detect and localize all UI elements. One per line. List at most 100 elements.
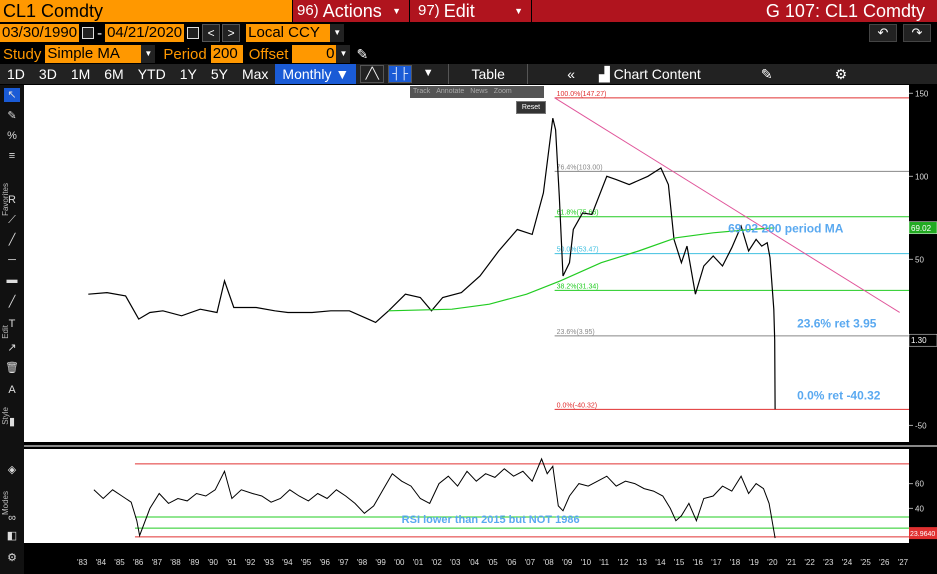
italic-tool-icon[interactable]: A xyxy=(8,384,16,396)
x-tick-label: '19 xyxy=(748,558,759,567)
frequency-select[interactable]: Monthly ▼ xyxy=(275,64,357,84)
rsi-annotation: RSI lower than 2015 but NOT 1986 xyxy=(402,514,580,526)
chart-type-dropdown-icon[interactable]: ▼ xyxy=(422,67,434,79)
x-tick-label: '26 xyxy=(879,558,890,567)
line-chart-icon[interactable]: ╱╲ xyxy=(360,65,385,83)
period-3d[interactable]: 3D xyxy=(38,66,57,82)
cursor-icon[interactable]: ↖ xyxy=(4,88,20,102)
price-panel-background xyxy=(24,85,909,442)
zoom-button[interactable]: Zoom xyxy=(493,88,512,95)
x-tick-label: '10 xyxy=(581,558,592,567)
x-tick-label: '07 xyxy=(525,558,536,567)
table-button[interactable]: Table xyxy=(448,64,529,84)
period-6m[interactable]: 6M xyxy=(104,66,124,82)
period-field[interactable]: 200 xyxy=(210,45,243,63)
start-date-field[interactable]: 03/30/1990 xyxy=(0,24,80,42)
x-tick-label: '08 xyxy=(543,558,554,567)
prev-icon[interactable]: < xyxy=(202,24,221,42)
x-tick-label: '23 xyxy=(823,558,834,567)
drawing-toolbar: ↖ ✎ % ≡ Favorites R ⟋ ╱ ─ ▬ ╱ T Edit ↗ 🗑… xyxy=(0,85,24,574)
horizontal-line-icon[interactable]: ─ xyxy=(8,254,16,266)
x-tick-label: '92 xyxy=(245,558,256,567)
x-tick-label: '88 xyxy=(170,558,181,567)
period-1d[interactable]: 1D xyxy=(7,66,25,82)
x-tick-label: '93 xyxy=(264,558,275,567)
chart-mini-toolbar: Track Annotate News Zoom xyxy=(410,86,544,98)
annotate-button[interactable]: Annotate xyxy=(436,88,465,95)
pencil-icon[interactable]: ✎ xyxy=(356,45,369,62)
reset-button[interactable]: Reset xyxy=(516,101,546,114)
x-tick-label: '00 xyxy=(394,558,405,567)
news-button[interactable]: News xyxy=(470,88,488,95)
study-select[interactable]: Simple MA xyxy=(45,45,142,63)
x-tick-label: '85 xyxy=(114,558,125,567)
x-tick-label: '14 xyxy=(655,558,666,567)
color-tool-icon[interactable]: ▮ xyxy=(8,416,16,428)
marker-tool-icon[interactable]: ▬ xyxy=(6,274,18,286)
calendar-icon[interactable] xyxy=(82,27,95,39)
fib-level-label: 50.0%(53.47) xyxy=(557,247,599,254)
edit-chart-icon[interactable]: ✎ xyxy=(760,66,773,82)
redo-icon[interactable]: ↷ xyxy=(903,24,931,42)
currency-select[interactable]: Local CCY xyxy=(246,24,331,42)
chevron-down-icon[interactable]: ▼ xyxy=(141,45,156,63)
channel-tool-icon[interactable]: ⟋ xyxy=(8,214,16,226)
trendline-tool-icon[interactable]: ╱ xyxy=(8,234,16,246)
gear-icon[interactable]: ⚙ xyxy=(834,66,848,82)
x-tick-label: '02 xyxy=(431,558,442,567)
x-tick-label: '89 xyxy=(189,558,200,567)
x-tick-label: '97 xyxy=(338,558,349,567)
retracement-tool-icon[interactable]: R xyxy=(8,194,16,206)
end-date-field[interactable]: 04/21/2020 xyxy=(105,24,185,42)
offset-field[interactable]: 0 xyxy=(292,45,337,63)
period-5y[interactable]: 5Y xyxy=(210,66,228,82)
trash-icon[interactable]: 🗑 xyxy=(5,362,19,374)
y-tick-label: -50 xyxy=(915,421,927,430)
settings-icon[interactable]: ⚙ xyxy=(7,552,17,564)
next-icon[interactable]: > xyxy=(222,24,241,42)
chevron-down-icon[interactable]: ▼ xyxy=(336,45,351,63)
color-palette-icon[interactable]: ◧ xyxy=(6,530,18,542)
rsi-last-value-label: 23.9640 xyxy=(910,531,935,538)
chart-area[interactable]: 150 100 50 -50 60 40 '83 '84 '85 '86 '87 '88 '89 '90 '… xyxy=(24,85,937,574)
link-icon[interactable]: ∞ xyxy=(8,512,16,524)
chart-content-label: Chart Content xyxy=(613,66,701,82)
x-tick-label: '09 xyxy=(562,558,573,567)
period-ytd[interactable]: YTD xyxy=(137,66,166,82)
page-title: G 107: CL1 Comdty xyxy=(531,0,937,22)
study-bar: Study Simple MA ▼ Period 200 Offset 0 ▼ … xyxy=(0,44,937,64)
line-tool-icon[interactable]: ╱ xyxy=(8,296,16,308)
undo-icon[interactable]: ↶ xyxy=(869,24,897,42)
date-range-dash: - xyxy=(97,24,103,42)
fibonacci-tool-icon[interactable]: ≡ xyxy=(8,150,16,162)
edit-menu[interactable]: 97) Edit ▼ xyxy=(409,0,531,22)
period-1y[interactable]: 1Y xyxy=(179,66,197,82)
x-tick-label: '99 xyxy=(375,558,386,567)
x-tick-label: '84 xyxy=(96,558,107,567)
rsi-series-line xyxy=(93,457,776,539)
text-tool-icon[interactable]: T xyxy=(8,318,16,330)
fib-level-label: 100.0%(147.27) xyxy=(557,91,607,98)
fib-level-label: 76.4%(103.00) xyxy=(557,164,603,171)
period-max[interactable]: Max xyxy=(241,66,269,82)
percent-tool-icon[interactable]: % xyxy=(7,130,17,142)
fib-level-label: 61.8%(75.66) xyxy=(557,210,599,217)
period-1m[interactable]: 1M xyxy=(70,66,91,82)
collapse-icon[interactable]: « xyxy=(567,66,575,82)
x-tick-label: '11 xyxy=(599,558,609,567)
bar-chart-icon[interactable]: ┤├ xyxy=(388,65,413,83)
price-chart[interactable]: 150 100 50 -50 60 40 '83 '84 '85 '86 '87 '88 '89 '90 '… xyxy=(24,85,937,574)
pencil-tool-icon[interactable]: ✎ xyxy=(7,110,17,122)
y-tick-label: 150 xyxy=(915,89,929,98)
calendar-icon[interactable] xyxy=(187,27,200,39)
x-tick-label: '27 xyxy=(898,558,909,567)
trendline xyxy=(554,97,900,313)
actions-menu[interactable]: 96) Actions ▼ xyxy=(292,0,409,22)
arrow-tool-icon[interactable]: ↗ xyxy=(7,342,17,354)
fib-level-label: 38.2%(31.34) xyxy=(557,283,599,290)
magnet-icon[interactable]: ◈ xyxy=(7,464,17,476)
security-ticker[interactable]: CL1 Comdty xyxy=(0,0,292,22)
chart-content-button[interactable]: ▟ Chart Content xyxy=(592,64,708,84)
track-button[interactable]: Track xyxy=(413,88,431,95)
chevron-down-icon[interactable]: ▼ xyxy=(330,24,345,42)
